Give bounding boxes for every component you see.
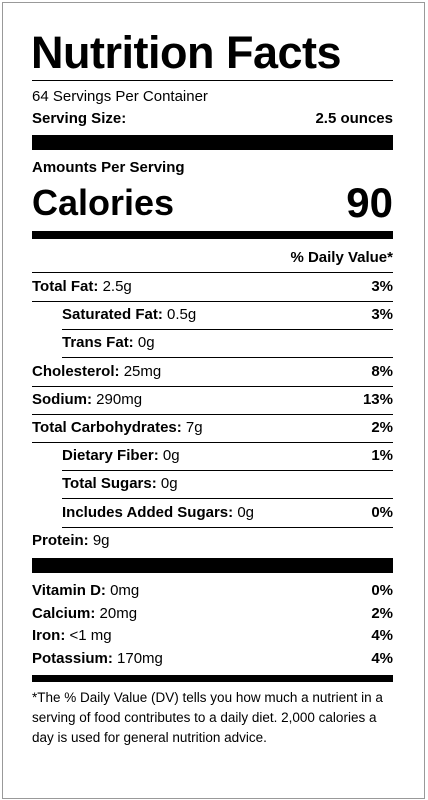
calories-value: 90 <box>346 179 393 226</box>
nutrient-name: Sodium: <box>32 390 92 408</box>
nutrient-row: Sodium: 290mg <box>32 391 142 409</box>
nutrient-name: Dietary Fiber: <box>62 447 159 465</box>
rule <box>32 413 393 415</box>
nutrient-amount: 0mg <box>110 582 140 599</box>
rule <box>32 558 393 573</box>
nutrient-row: Potassium: 170mg <box>32 650 163 668</box>
nutrient-name: Trans Fat: <box>62 334 134 352</box>
nutrient-row: Total Sugars: 0g <box>62 475 178 493</box>
nutrient-name: Total Carbohydrates: <box>32 419 182 436</box>
nutrient-name: Total Fat: <box>32 278 99 295</box>
footnote: *The % Daily Value (DV) tells you how mu… <box>32 690 383 745</box>
daily-value: 0% <box>371 582 393 599</box>
nutrient-row: Total Carbohydrates: 7g <box>32 419 203 437</box>
rule <box>32 231 393 239</box>
daily-value: 3% <box>371 306 393 324</box>
rule <box>32 301 393 302</box>
nutrient-row: Cholesterol: 25mg <box>32 363 161 381</box>
nutrient-row: Total Fat: 2.5g <box>32 278 132 296</box>
nutrient-amount: 20mg <box>99 604 138 622</box>
daily-value: 2% <box>371 604 393 622</box>
title: Nutrition Facts <box>31 27 342 78</box>
nutrient-name: Potassium: <box>32 650 113 668</box>
serving-size: 2.5 ounces <box>315 110 393 127</box>
calories-label: Calories <box>32 182 175 223</box>
nutrient-row: Protein: 9g <box>32 532 110 550</box>
nutrient-amount: <1 mg <box>69 627 112 645</box>
nutrient-amount: 0g <box>162 447 180 465</box>
nutrient-amount: 0.5g <box>167 306 197 324</box>
nutrient-row: Vitamin D: 0mg <box>32 582 139 600</box>
nutrient-name: Cholesterol: <box>32 362 120 380</box>
nutrient-amount: 0g <box>160 475 178 493</box>
daily-value: 13% <box>362 390 393 408</box>
rule <box>32 675 393 682</box>
daily-value: 3% <box>371 278 393 295</box>
rule <box>62 357 393 359</box>
nutrient-row: Trans Fat: 0g <box>62 334 155 352</box>
nutrient-amount: 25mg <box>123 362 162 380</box>
dv-heading: % Daily Value* <box>290 249 393 266</box>
nutrient-name: Includes Added Sugars: <box>62 503 234 521</box>
amounts-heading: Amounts Per Serving <box>32 159 185 176</box>
daily-value: 2% <box>371 419 393 436</box>
nutrient-amount: 9g <box>92 531 110 549</box>
nutrient-amount: 290mg <box>96 390 143 408</box>
nutrient-name: Protein: <box>32 531 89 549</box>
nutrient-name: Calcium: <box>32 604 96 622</box>
rule <box>32 442 393 443</box>
daily-value: 4% <box>371 650 393 668</box>
nutrient-row: Iron: <1 mg <box>32 627 112 645</box>
nutrient-amount: 2.5g <box>102 278 132 295</box>
rule <box>32 80 393 81</box>
nutrient-amount: 170mg <box>117 650 163 668</box>
daily-value: 1% <box>371 447 393 465</box>
nutrient-name: Total Sugars: <box>62 475 157 493</box>
nutrient-row: Calcium: 20mg <box>32 605 137 623</box>
daily-value: 4% <box>371 627 393 645</box>
rule <box>62 470 393 472</box>
rule <box>32 135 393 150</box>
nutrient-row: Includes Added Sugars: 0g <box>62 504 254 522</box>
nutrient-name: Iron: <box>32 627 66 645</box>
servings: 64 Servings Per Container <box>32 88 208 105</box>
rule <box>62 526 393 528</box>
rule <box>32 272 393 273</box>
daily-value: 8% <box>371 362 393 380</box>
rule <box>32 385 393 387</box>
daily-value: 0% <box>371 503 393 521</box>
nutrient-name: Saturated Fat: <box>62 306 163 324</box>
nutrient-row: Dietary Fiber: 0g <box>62 447 180 465</box>
nutrient-amount: 0g <box>237 503 254 521</box>
nutrient-name: Vitamin D: <box>32 582 106 599</box>
nutrient-amount: 7g <box>185 419 203 436</box>
nutrient-row: Saturated Fat: 0.5g <box>62 306 196 324</box>
rule <box>62 498 393 500</box>
nutrient-amount: 0g <box>137 334 155 352</box>
rule <box>62 329 393 331</box>
serving-size-label: Serving Size: <box>32 110 127 127</box>
